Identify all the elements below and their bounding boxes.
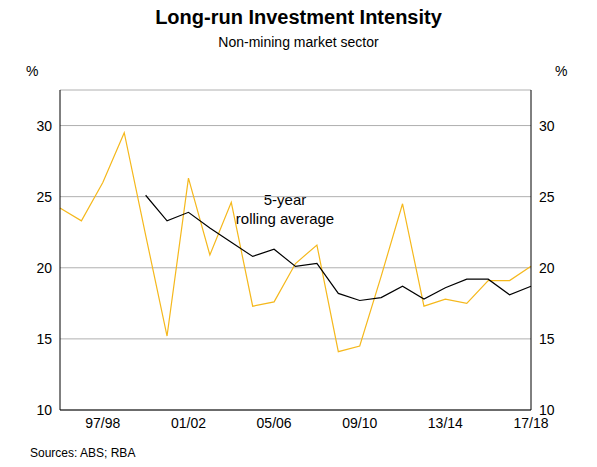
svg-text:25: 25 <box>36 189 52 205</box>
svg-text:97/98: 97/98 <box>85 415 120 431</box>
svg-text:30: 30 <box>539 118 555 134</box>
svg-text:09/10: 09/10 <box>342 415 377 431</box>
svg-text:20: 20 <box>539 260 555 276</box>
html-text:Sources: ABS; RBA: Sources: ABS; RBA <box>30 446 136 460</box>
html-text:rolling average: rolling average <box>235 210 335 227</box>
svg-text:30: 30 <box>36 118 52 134</box>
svg-text:01/02: 01/02 <box>171 415 206 431</box>
html-text:5-year: 5-year <box>263 191 307 208</box>
svg-text:10: 10 <box>539 402 555 418</box>
svg-text:17/18: 17/18 <box>513 414 549 431</box>
svg-text:15: 15 <box>36 331 52 347</box>
svg-text:15: 15 <box>539 331 555 347</box>
svg-text:10: 10 <box>36 402 52 418</box>
svg-text:25: 25 <box>539 189 555 205</box>
html-text:Long-run Investment Intensity: Long-run Investment Intensity <box>155 6 442 28</box>
svg-text:05/06: 05/06 <box>257 415 292 431</box>
html-text:Non-mining market sector: Non-mining market sector <box>218 34 379 50</box>
svg-text:13/14: 13/14 <box>428 415 463 431</box>
svg-text:20: 20 <box>36 260 52 276</box>
